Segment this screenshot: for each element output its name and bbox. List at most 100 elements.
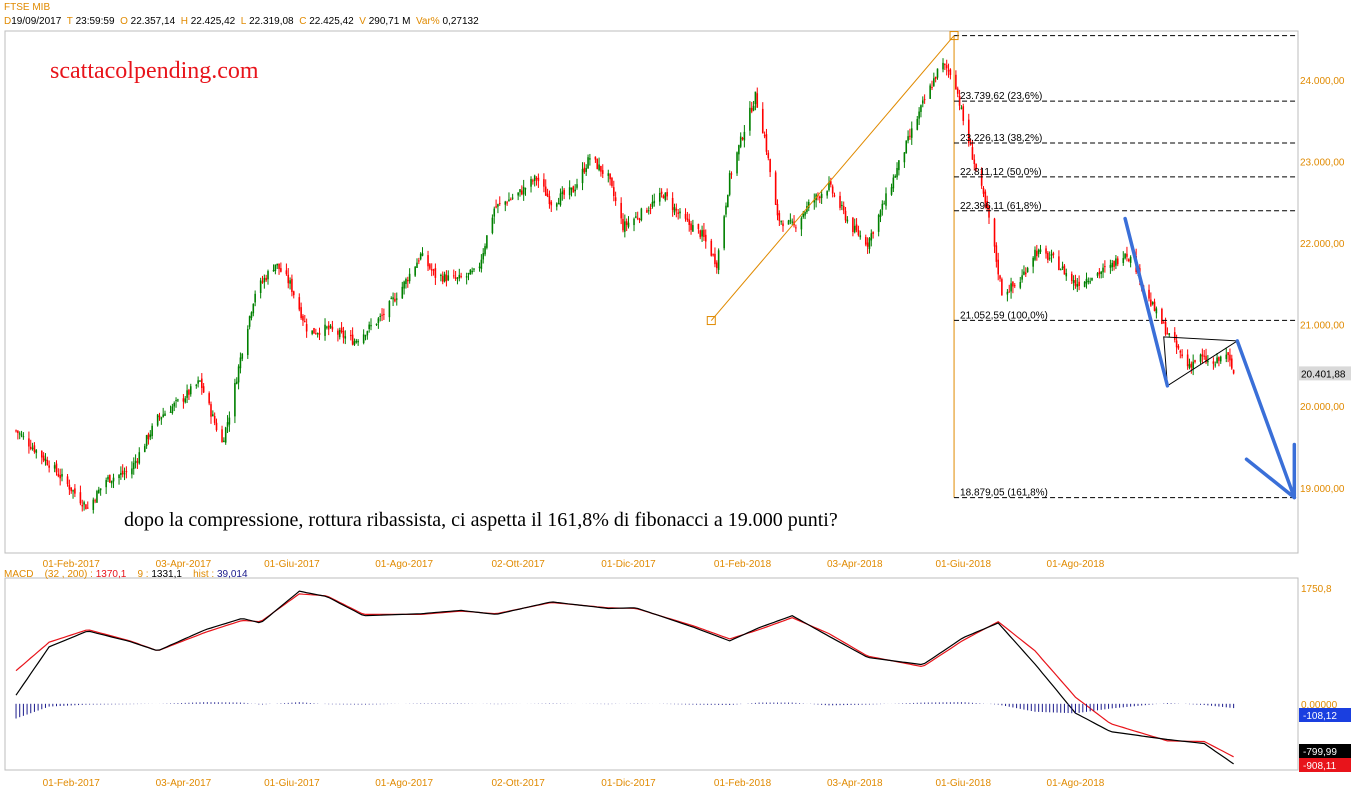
candle (1124, 253, 1126, 260)
candle (195, 383, 198, 389)
candle-body (1192, 361, 1194, 369)
candle (1023, 265, 1025, 276)
candle-body (1179, 350, 1182, 353)
price-x-axis: 01-Feb-2017 03-Apr-2017 01-Giu-2017 01-Ago-… (43, 559, 1105, 570)
candle-body (508, 199, 510, 202)
candle-body (548, 196, 551, 205)
candle-body (315, 333, 317, 335)
candle (1168, 333, 1171, 338)
candle (1150, 292, 1152, 307)
candle (679, 208, 681, 219)
candle (484, 243, 486, 257)
candle (403, 280, 405, 295)
candle (302, 314, 304, 326)
candle (267, 269, 269, 285)
candle (329, 324, 332, 329)
candle-body (195, 384, 198, 386)
candle (894, 174, 897, 178)
candle-body (1161, 308, 1163, 324)
candle (1010, 277, 1012, 299)
candle-body (881, 203, 884, 210)
candle-body (375, 323, 378, 326)
candle-body (344, 336, 347, 339)
candle (831, 184, 834, 198)
candle-body (1102, 267, 1104, 273)
candle-body (890, 187, 893, 195)
candle (395, 292, 398, 306)
candle-body (197, 380, 199, 384)
candle-body (132, 462, 135, 470)
candle (432, 268, 435, 276)
candle-body (18, 433, 21, 435)
candle (351, 327, 354, 346)
candle-body (980, 170, 983, 186)
candle (276, 263, 279, 269)
candle (725, 202, 727, 218)
macd-x-axis: 01-Feb-2017 03-Apr-2017 01-Giu-2017 01-Ago-… (43, 778, 1105, 789)
candle (1186, 349, 1189, 370)
candle (331, 320, 334, 332)
candle (107, 474, 109, 483)
candle-body (666, 192, 668, 197)
candle (1162, 320, 1165, 324)
candle-body (241, 353, 244, 359)
candle-body (1023, 271, 1025, 275)
candle-body (830, 181, 832, 185)
candle (519, 189, 521, 197)
candle (134, 454, 137, 469)
candle (280, 262, 282, 273)
candle-body (370, 324, 372, 327)
candle-body (852, 217, 854, 233)
candle (300, 302, 302, 320)
candle-body (1203, 355, 1205, 357)
candle-body (1047, 252, 1049, 260)
candle (789, 213, 792, 225)
signal-value: 1331,1 (151, 569, 182, 580)
candle-body (1124, 253, 1126, 259)
candle-body (234, 382, 236, 417)
candle-body (147, 434, 150, 440)
candle (640, 207, 643, 222)
candle (752, 100, 755, 112)
candle (1048, 251, 1051, 261)
candle-body (120, 472, 122, 475)
candle-body (199, 380, 201, 382)
candle-body (338, 330, 341, 338)
candle (28, 431, 30, 454)
candle-body (202, 386, 205, 393)
candle-body (517, 192, 519, 196)
candle-body (224, 427, 227, 443)
y-tick-label: 24.000,00 (1300, 76, 1345, 87)
candle (596, 158, 599, 170)
candle-body (99, 488, 102, 491)
candle-body (993, 218, 996, 247)
candle (460, 272, 462, 279)
candle (414, 265, 416, 277)
fib-level-label: 22.811,12 (50,0%) (960, 167, 1042, 178)
candle-body (761, 108, 764, 134)
candle (1072, 275, 1075, 291)
candle (1100, 270, 1102, 279)
candle-body (1219, 356, 1222, 362)
candle (215, 418, 218, 432)
candle (246, 325, 249, 359)
candle-body (1072, 280, 1075, 283)
candle-body (918, 111, 920, 119)
candle-body (896, 167, 898, 178)
candle-body (1078, 281, 1080, 286)
candle (703, 223, 705, 241)
candle-body (151, 425, 153, 437)
candle (1218, 356, 1220, 367)
candle (763, 131, 766, 139)
candle-body (555, 203, 558, 207)
candle-body (594, 156, 597, 160)
candle-body (728, 173, 731, 195)
candle (967, 113, 970, 147)
candle-body (1216, 357, 1218, 364)
candle (984, 189, 987, 209)
candle (658, 187, 661, 206)
candle (421, 247, 424, 257)
candle (625, 218, 628, 232)
candle-body (690, 223, 692, 231)
